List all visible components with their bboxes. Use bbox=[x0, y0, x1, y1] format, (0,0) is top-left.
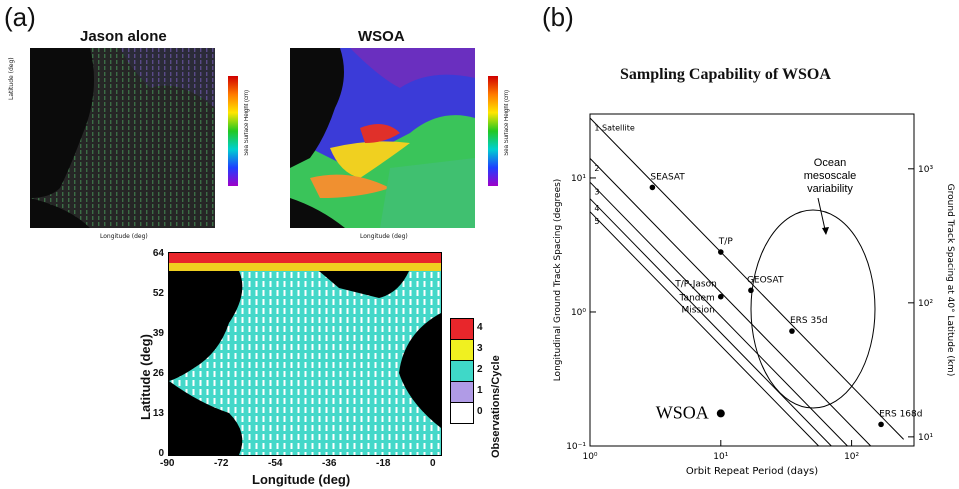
map3-legend-title: Observations/Cycle bbox=[490, 355, 502, 458]
y-tick-label: 10¹ bbox=[571, 174, 586, 184]
map3-legend-label: 3 bbox=[477, 343, 483, 354]
map3-xlabel: Longitude (deg) bbox=[252, 472, 351, 487]
x-tick-label: 10¹ bbox=[713, 452, 728, 462]
map3-legend-label: 2 bbox=[477, 364, 483, 375]
series-label: 5 bbox=[594, 217, 599, 226]
series-line-3 bbox=[589, 181, 848, 447]
data-point-label: ERS 168d bbox=[879, 409, 922, 419]
map3-legend-label: 1 bbox=[477, 385, 483, 396]
y2-axis-label: Ground Track Spacing at 40° Latitude (km… bbox=[945, 184, 955, 377]
map3-ytick: 52 bbox=[152, 288, 164, 299]
map2-xlabel: Longitude (deg) bbox=[360, 233, 408, 240]
map3-xtick: -72 bbox=[214, 458, 229, 469]
map3-legend-swatch bbox=[450, 318, 474, 340]
data-point-label: SEASAT bbox=[650, 172, 685, 182]
y2-tick-label: 10¹ bbox=[918, 433, 933, 443]
data-point bbox=[748, 287, 754, 294]
series-label: 1 Satellite bbox=[594, 123, 634, 132]
annotation: Mission bbox=[681, 306, 714, 316]
data-point-label: T/P-Jason bbox=[674, 280, 717, 290]
y-tick-label: 10⁻¹ bbox=[566, 442, 586, 452]
series-line-1 bbox=[589, 117, 905, 440]
y2-tick-label: 10² bbox=[918, 299, 933, 309]
data-point bbox=[649, 184, 656, 191]
map1-ylabel: Latitude (deg) bbox=[8, 57, 15, 100]
map3-legend-swatch bbox=[450, 381, 474, 403]
series-label: 2 bbox=[594, 164, 599, 173]
panel-b-label: (b) bbox=[542, 2, 574, 32]
y-axis-label: Longitudinal Ground Track Spacing (degre… bbox=[553, 179, 563, 382]
map3-legend-swatch bbox=[450, 339, 474, 361]
map3-ytick: 64 bbox=[152, 248, 164, 259]
x-tick-label: 10² bbox=[844, 452, 859, 462]
data-point-label: ERS 35d bbox=[790, 316, 828, 326]
series-line-5 bbox=[589, 211, 820, 447]
data-point bbox=[716, 409, 725, 418]
data-point-label: WSOA bbox=[656, 402, 709, 422]
map3-legend-swatch bbox=[450, 402, 474, 424]
arrow-head bbox=[822, 227, 829, 235]
data-point bbox=[717, 293, 724, 300]
map3-image bbox=[168, 252, 442, 456]
map3-xtick: -18 bbox=[376, 458, 391, 469]
annotation: Ocean bbox=[814, 157, 846, 169]
data-point bbox=[878, 421, 884, 428]
series-line-4 bbox=[589, 198, 832, 447]
map3-xtick: -36 bbox=[322, 458, 337, 469]
map3-xtick: -54 bbox=[268, 458, 283, 469]
map1-title: Jason alone bbox=[80, 28, 167, 45]
map3-legend: 4 3 2 1 0 bbox=[450, 318, 510, 428]
data-point-label: GEOSAT bbox=[747, 275, 784, 285]
map3-legend-swatch bbox=[450, 360, 474, 382]
chart-frame bbox=[589, 113, 915, 447]
series-label: 3 bbox=[594, 188, 599, 197]
series-label: 4 bbox=[594, 204, 599, 213]
y-tick-label: 10⁰ bbox=[571, 308, 586, 318]
data-point bbox=[717, 249, 724, 255]
map2-title: WSOA bbox=[358, 28, 405, 45]
annotation: mesoscale bbox=[804, 170, 857, 182]
map3-ytick: 26 bbox=[152, 368, 164, 379]
annotation: Tandem bbox=[679, 294, 715, 304]
map3-ytick: 39 bbox=[152, 328, 164, 339]
map3-ytick: 13 bbox=[152, 408, 164, 419]
data-point bbox=[789, 328, 795, 334]
map3-xaxis: -90 -72 -54 -36 -18 0 bbox=[160, 458, 450, 472]
map3-legend-label: 4 bbox=[477, 322, 483, 333]
chart-title: Sampling Capability of WSOA bbox=[620, 66, 831, 83]
map3-legend-label: 0 bbox=[477, 406, 483, 417]
map1-colorbar-label: Sea Surface Height (cm) bbox=[244, 90, 250, 156]
x-tick-label: 10⁰ bbox=[582, 452, 597, 462]
data-point-label: T/P bbox=[718, 237, 734, 247]
annotation: variability bbox=[807, 183, 853, 195]
x-axis-label: Orbit Repeat Period (days) bbox=[686, 466, 818, 477]
map3-xtick: 0 bbox=[430, 458, 436, 469]
map3-yaxis: 64 52 39 26 13 0 bbox=[148, 248, 166, 459]
series-line-2 bbox=[589, 158, 872, 447]
map2-colorbar bbox=[488, 76, 498, 186]
map3-ytick: 0 bbox=[158, 448, 164, 459]
map1-colorbar bbox=[228, 76, 238, 186]
map2-colorbar-label: Sea Surface Height (cm) bbox=[504, 90, 510, 156]
map3-xtick: -90 bbox=[160, 458, 175, 469]
map1-xlabel: Longitude (deg) bbox=[100, 233, 148, 240]
y2-tick-label: 10³ bbox=[918, 165, 933, 175]
map2-image bbox=[290, 48, 475, 228]
panel-a-label: (a) bbox=[4, 2, 36, 32]
mesoscale-ellipse bbox=[750, 209, 876, 409]
map1-image bbox=[30, 48, 215, 228]
